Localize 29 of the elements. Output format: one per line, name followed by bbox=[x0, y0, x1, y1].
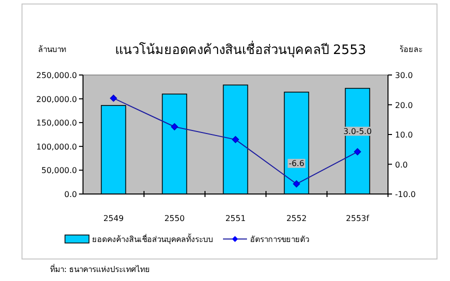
y2-tick-label: 20.0 bbox=[395, 100, 413, 110]
legend-label: อัตราการขยายตัว bbox=[250, 235, 309, 244]
x-tick-label: 2549 bbox=[103, 214, 124, 223]
legend-label: ยอดคงค้างสินเชื่อส่วนบุคคลทั้งระบบ bbox=[92, 233, 213, 244]
chart-title: แนวโน้มยอดคงค้างสินเชื่อส่วนบุคคลปี 2553 bbox=[114, 41, 366, 58]
x-tick-label: 2551 bbox=[225, 214, 246, 223]
point bbox=[171, 123, 178, 130]
point bbox=[354, 148, 361, 156]
y-tick-label: 250,000.0 bbox=[36, 71, 77, 80]
y2-tick-label: -10.0 bbox=[395, 190, 416, 199]
x-tick-label: 2552 bbox=[286, 214, 307, 223]
data-label: -6.6 bbox=[288, 158, 304, 168]
point bbox=[232, 136, 239, 144]
x-tick-label: 2553f bbox=[346, 214, 370, 223]
y-tick-label: 100,000.0 bbox=[36, 142, 77, 152]
text: ที่มา: ธนาคารแห่งประเทศไทย bbox=[50, 263, 150, 274]
point bbox=[110, 94, 117, 102]
y2-axis-title: ร้อยละ bbox=[400, 45, 422, 54]
y-tick-label: 50,000.0 bbox=[41, 166, 77, 176]
data-label: 3.0-5.0 bbox=[343, 126, 372, 136]
y-tick-label: 150,000.0 bbox=[36, 118, 77, 128]
y2-tick-label: 0.0 bbox=[395, 160, 408, 170]
y2-tick-label: 30.0 bbox=[395, 71, 413, 80]
point bbox=[293, 180, 300, 188]
y2-tick-label: 10.0 bbox=[395, 130, 413, 140]
y-tick-label: 0.0 bbox=[64, 190, 77, 199]
y-axis-title: ล้านบาท bbox=[38, 45, 66, 54]
y-tick-label: 200,000.0 bbox=[36, 94, 77, 104]
x-tick-label: 2550 bbox=[164, 214, 185, 223]
